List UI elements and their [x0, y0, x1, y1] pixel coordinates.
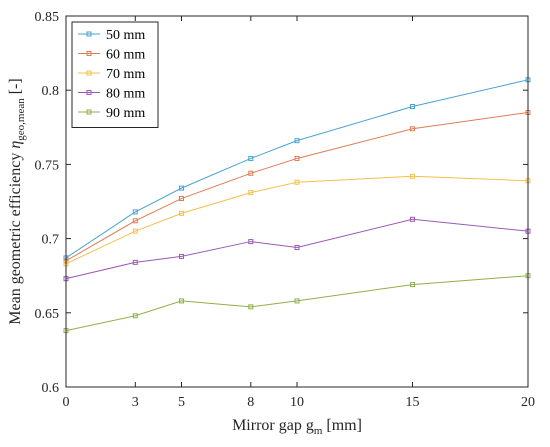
legend-item: 70 mm [78, 67, 145, 82]
data-point [132, 259, 138, 265]
x-axis-label: Mirror gap gm [mm] [232, 417, 362, 437]
series-line [65, 79, 529, 259]
y-axis-label-unit: [-] [7, 78, 24, 98]
series-90-mm [63, 273, 531, 334]
x-tick-label: 8 [247, 395, 254, 410]
legend-item: 80 mm [78, 87, 145, 102]
legend-marker [86, 90, 92, 95]
data-point [248, 170, 254, 176]
legend-box [71, 21, 159, 128]
y-axis-label-main: Mean geometric efficiency [7, 149, 24, 325]
x-tick-label: 0 [63, 395, 70, 410]
legend-label: 70 mm [106, 67, 145, 82]
data-point [294, 245, 300, 251]
data-point [248, 304, 254, 310]
y-tick-label: 0.6 [42, 381, 60, 396]
data-point [132, 209, 138, 215]
y-tick-label: 0.7 [42, 233, 60, 248]
series-line [65, 111, 529, 262]
x-tick-label: 5 [178, 395, 185, 410]
x-tick-label: 20 [521, 395, 535, 410]
data-point [248, 239, 254, 245]
series-50-mm [63, 77, 531, 261]
series-line [65, 275, 529, 332]
x-tick-label: 3 [132, 395, 139, 410]
data-point [179, 210, 184, 216]
legend-item: 50 mm [78, 28, 145, 43]
legend-label: 60 mm [106, 48, 145, 63]
series-60-mm [63, 109, 531, 264]
y-tick-label: 0.85 [35, 10, 60, 25]
data-point [132, 228, 138, 234]
y-tick-label: 0.65 [35, 307, 60, 322]
data-point [410, 282, 415, 288]
ticks: 0 3 5 8 10 15 20 0.6 0.65 0.7 0.75 0.8 0.85 [35, 10, 536, 410]
data-point [410, 104, 415, 110]
x-tick-label: 15 [406, 395, 420, 410]
x-axis-label-unit: [mm] [322, 417, 362, 434]
data-point [294, 298, 300, 304]
data-point [179, 196, 184, 202]
data-point [410, 216, 415, 222]
series-line [65, 175, 529, 265]
series [63, 77, 531, 334]
data-point [132, 313, 138, 319]
series-line [65, 218, 529, 280]
legend-marker [86, 70, 92, 76]
legend-marker [86, 109, 92, 115]
legend-marker [86, 31, 92, 37]
y-tick-label: 0.75 [35, 158, 60, 173]
legend-label: 50 mm [106, 28, 145, 43]
y-axis-label-sub: geo,mean [15, 98, 27, 141]
data-point [179, 185, 184, 191]
legend-label: 80 mm [106, 87, 145, 102]
data-point [179, 253, 184, 259]
legend-marker [86, 51, 92, 56]
data-point [179, 298, 184, 304]
legend-label: 90 mm [106, 106, 145, 121]
y-axis-label: Mean geometric efficiency ηgeo,mean [-] [7, 78, 27, 324]
x-axis-label-main: Mirror gap g [232, 417, 314, 434]
legend-item: 90 mm [78, 106, 145, 121]
data-point [410, 126, 415, 132]
series-80-mm [63, 216, 531, 282]
data-point [410, 173, 415, 179]
data-point [248, 155, 254, 161]
data-point [294, 138, 300, 144]
legend-item: 60 mm [78, 48, 145, 63]
data-point [132, 218, 138, 224]
y-axis-label-symbol: η [7, 141, 24, 149]
data-point [294, 155, 300, 161]
data-point [294, 179, 300, 185]
x-axis-label-sub: m [314, 425, 323, 437]
legend: 50 mm 60 mm 70 mm 80 mm 90 mm [71, 21, 159, 128]
plot-frame [65, 15, 529, 388]
y-tick-label: 0.8 [42, 84, 60, 99]
series-70-mm [63, 173, 531, 267]
x-tick-label: 10 [290, 395, 304, 410]
data-point [248, 190, 254, 196]
